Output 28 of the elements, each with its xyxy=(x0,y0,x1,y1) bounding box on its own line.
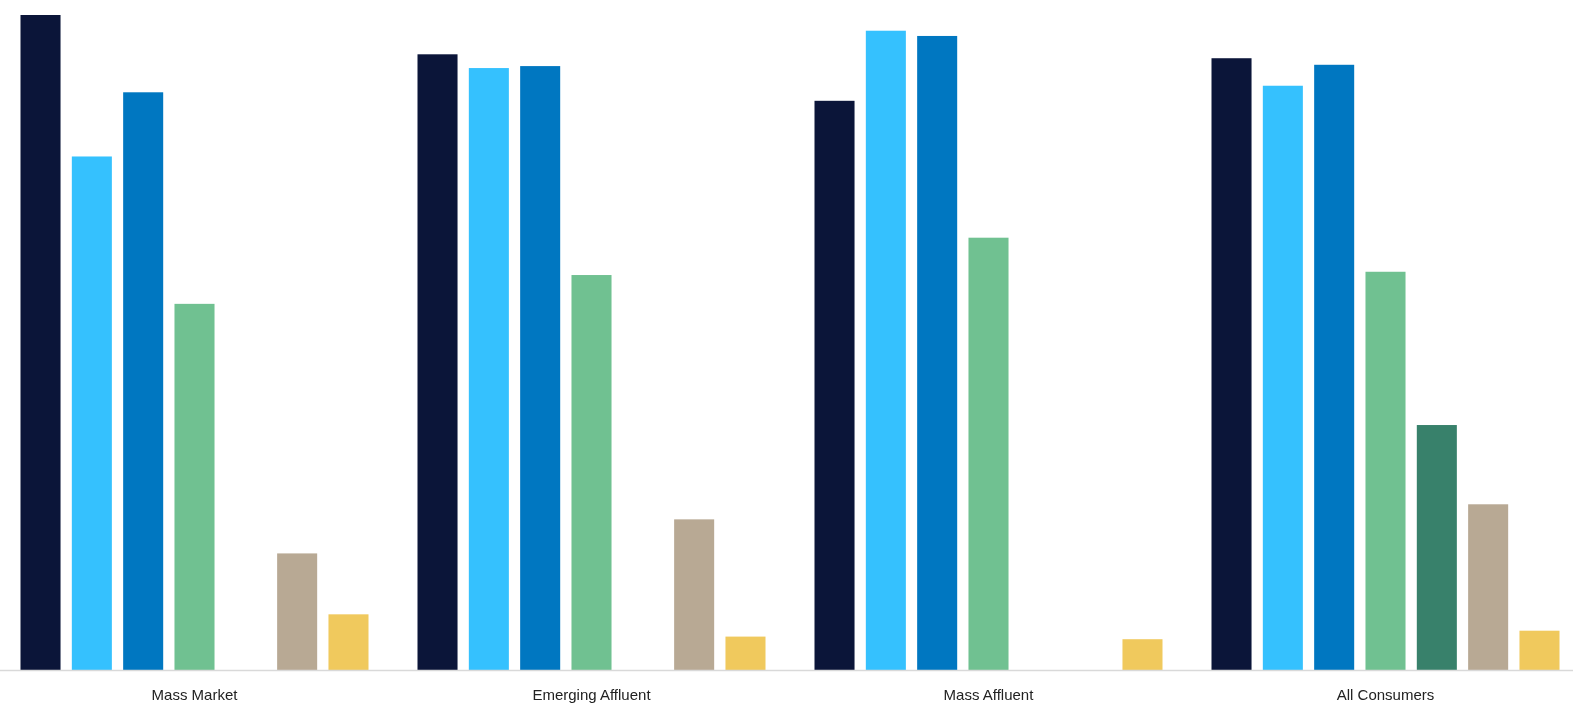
x-tick-label: All Consumers xyxy=(1336,686,1435,703)
x-tick-label: Mass Market xyxy=(151,686,239,703)
bar xyxy=(1262,85,1303,670)
bar xyxy=(968,237,1009,670)
bar xyxy=(814,100,855,670)
bar xyxy=(174,303,215,670)
bar xyxy=(725,636,766,670)
bar xyxy=(71,156,112,670)
bar xyxy=(277,553,318,670)
bar xyxy=(123,92,164,670)
x-tick-label: Mass Affluent xyxy=(943,686,1035,703)
bar xyxy=(865,30,906,670)
bar xyxy=(1519,630,1560,670)
bar xyxy=(571,275,612,670)
bar xyxy=(328,614,369,670)
bar xyxy=(1122,639,1163,670)
bar xyxy=(520,66,561,670)
bar xyxy=(468,68,509,670)
x-tick-label: Emerging Affluent xyxy=(532,686,652,703)
bar xyxy=(1365,271,1406,670)
bar xyxy=(20,15,61,670)
bar xyxy=(674,519,715,670)
bar xyxy=(1314,64,1355,670)
bar xyxy=(917,35,958,670)
bar xyxy=(1416,425,1457,670)
bar xyxy=(1211,58,1252,670)
bar xyxy=(1468,504,1509,670)
bar xyxy=(417,54,458,670)
